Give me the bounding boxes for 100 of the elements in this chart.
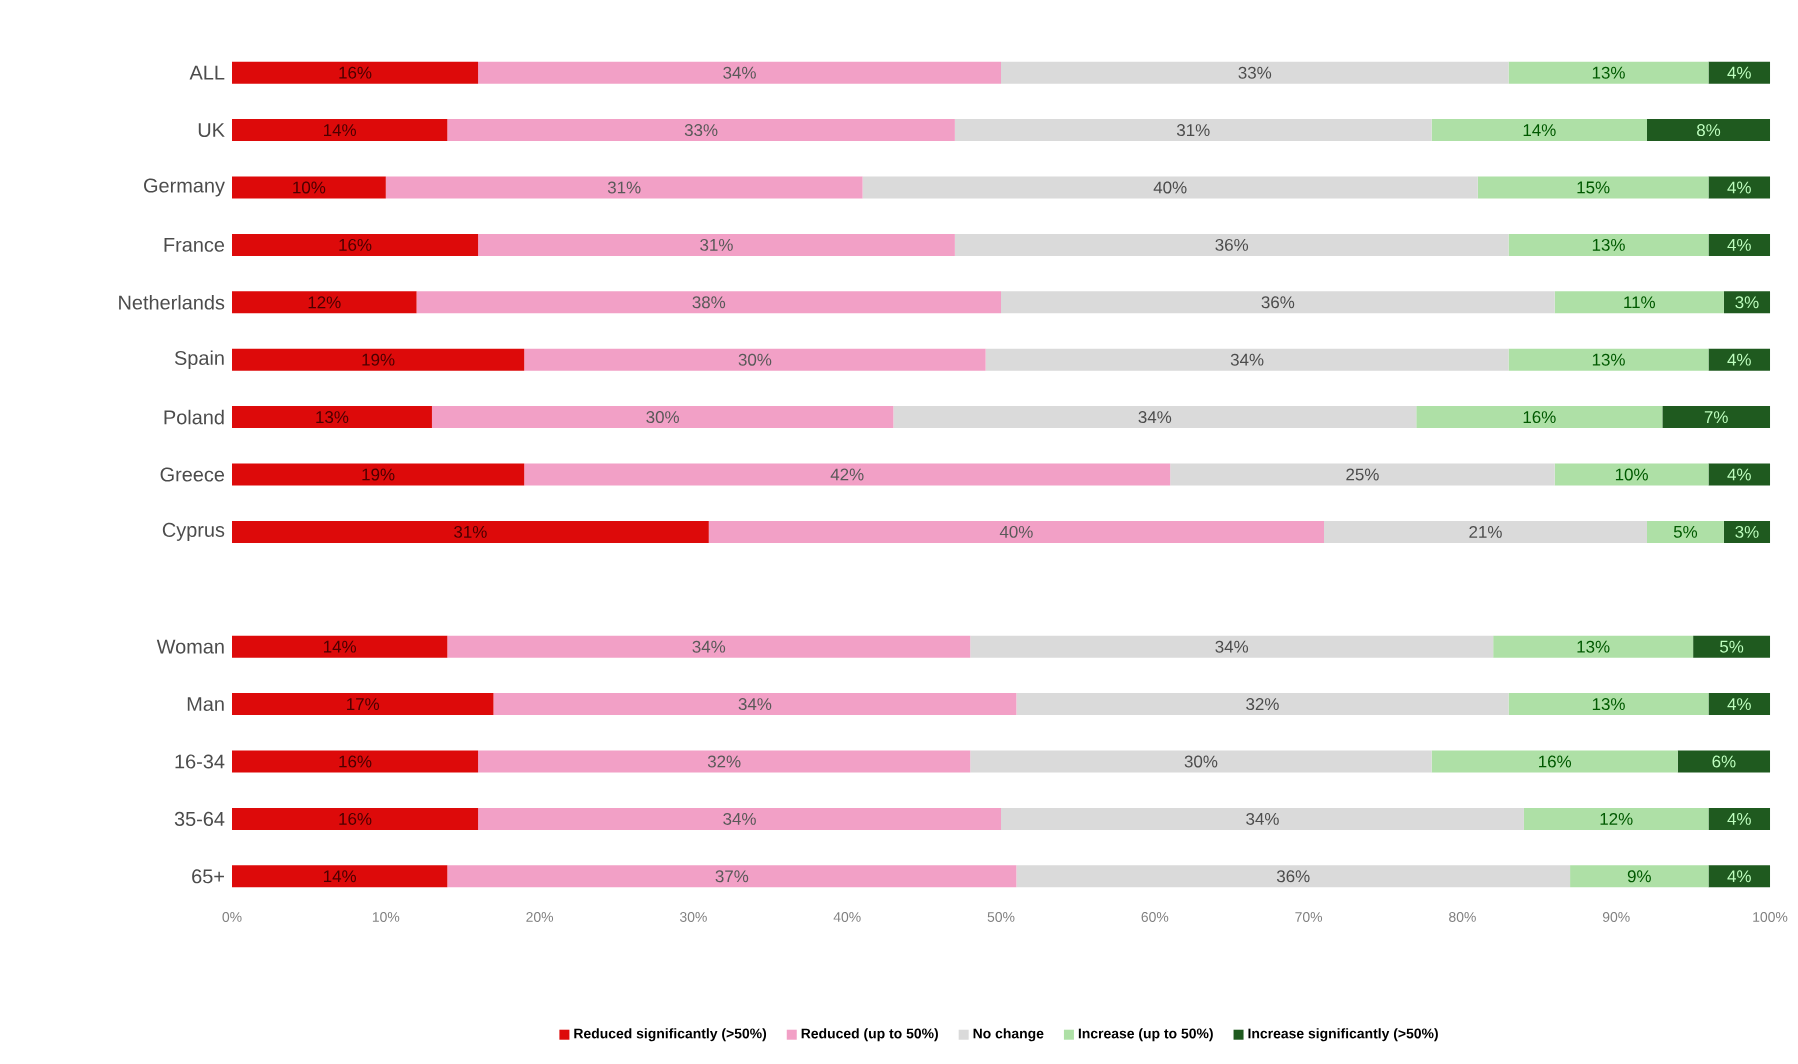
- data-label: 31%: [607, 181, 641, 194]
- data-label: 16%: [339, 755, 372, 768]
- bar: [1693, 635, 1771, 658]
- bar: [970, 750, 1432, 773]
- y-tick-label: France: [164, 237, 225, 252]
- bar: [478, 233, 955, 256]
- bar: [1708, 176, 1771, 199]
- bar: [1708, 865, 1771, 888]
- data-label: 13%: [1592, 698, 1625, 711]
- bar: [1554, 291, 1724, 314]
- bar: [232, 61, 479, 84]
- bar: [1708, 61, 1771, 84]
- data-label: 38%: [692, 296, 726, 309]
- data-label: 9%: [1627, 870, 1651, 883]
- data-label: 8%: [1697, 124, 1721, 137]
- data-label: 15%: [1577, 181, 1610, 194]
- bar: [447, 865, 1017, 888]
- bar: [954, 119, 1432, 142]
- bar: [1677, 750, 1771, 773]
- data-label: 34%: [1230, 353, 1264, 366]
- bar: [1170, 463, 1555, 486]
- bar: [1016, 865, 1571, 888]
- y-tick-label: Greece: [160, 467, 225, 482]
- bar: [1708, 693, 1771, 716]
- bar: [1416, 406, 1663, 429]
- data-label: 30%: [738, 353, 772, 366]
- bar: [1646, 119, 1771, 142]
- data-label: 14%: [324, 870, 357, 883]
- data-label: 40%: [1153, 181, 1187, 194]
- data-label: 19%: [362, 353, 395, 366]
- data-label: 36%: [1261, 296, 1295, 309]
- bar: [1016, 693, 1509, 716]
- data-label: 25%: [1346, 468, 1379, 481]
- bar: [1708, 463, 1771, 486]
- data-label: 4%: [1727, 870, 1751, 883]
- bar: [232, 233, 479, 256]
- bar: [1508, 348, 1709, 371]
- data-label: 37%: [715, 870, 749, 883]
- bar: [1431, 119, 1647, 142]
- data-label: 32%: [707, 755, 741, 768]
- bar: [524, 463, 1171, 486]
- data-label: 33%: [684, 124, 718, 137]
- data-label: 6%: [1712, 755, 1736, 768]
- bar: [1477, 176, 1709, 199]
- bar: [1570, 865, 1709, 888]
- data-label: 4%: [1727, 812, 1751, 825]
- bar: [493, 693, 1017, 716]
- bar: [970, 635, 1494, 658]
- data-label: 34%: [692, 640, 726, 653]
- y-tick-label: 35-64: [174, 811, 225, 826]
- bar: [862, 176, 1478, 199]
- bar: [524, 348, 986, 371]
- data-label: 31%: [454, 525, 487, 538]
- bar: [416, 291, 1002, 314]
- bar: [478, 750, 971, 773]
- data-label: 4%: [1727, 66, 1751, 79]
- bar: [385, 176, 863, 199]
- y-tick-label: Man: [187, 697, 224, 712]
- bar: [1508, 61, 1709, 84]
- bar: [1001, 291, 1555, 314]
- data-label: 13%: [316, 411, 349, 424]
- bar: [232, 865, 448, 888]
- bar: [1646, 520, 1724, 543]
- data-label: 34%: [1246, 812, 1279, 825]
- data-label: 5%: [1673, 525, 1698, 538]
- data-label: 14%: [324, 124, 357, 137]
- bar: [232, 291, 417, 314]
- data-label: 13%: [1592, 66, 1625, 79]
- data-label: 4%: [1727, 181, 1751, 194]
- bar: [1723, 291, 1771, 314]
- bar: [232, 693, 494, 716]
- data-label: 7%: [1704, 411, 1728, 423]
- bar: [1708, 348, 1771, 371]
- bar: [893, 406, 1417, 429]
- bar: [1323, 520, 1647, 543]
- bar: [1708, 807, 1771, 830]
- data-label: 4%: [1727, 238, 1751, 251]
- data-label: 30%: [646, 411, 679, 424]
- bar: [1001, 61, 1509, 84]
- data-label: 34%: [1215, 640, 1249, 653]
- data-label: 34%: [738, 698, 772, 711]
- bar: [954, 233, 1509, 256]
- bar: [232, 406, 432, 429]
- y-tick-label: Cyprus: [162, 522, 225, 541]
- data-label: 3%: [1735, 525, 1759, 538]
- data-label: 16%: [1539, 755, 1572, 768]
- data-label: 5%: [1720, 640, 1744, 653]
- data-label: 34%: [1138, 411, 1172, 424]
- bar: [1493, 635, 1694, 658]
- data-label: 14%: [1523, 124, 1556, 137]
- y-tick-label: Spain: [174, 350, 224, 369]
- data-label: 16%: [339, 66, 372, 79]
- y-tick-label: 16-34: [175, 754, 225, 769]
- data-label: 4%: [1727, 698, 1751, 711]
- data-label: 4%: [1727, 468, 1751, 481]
- data-label: 16%: [339, 238, 372, 251]
- data-label: 16%: [339, 812, 372, 825]
- bar: [232, 176, 386, 199]
- y-tick-label: ALL: [189, 65, 225, 80]
- data-label: 36%: [1276, 870, 1310, 883]
